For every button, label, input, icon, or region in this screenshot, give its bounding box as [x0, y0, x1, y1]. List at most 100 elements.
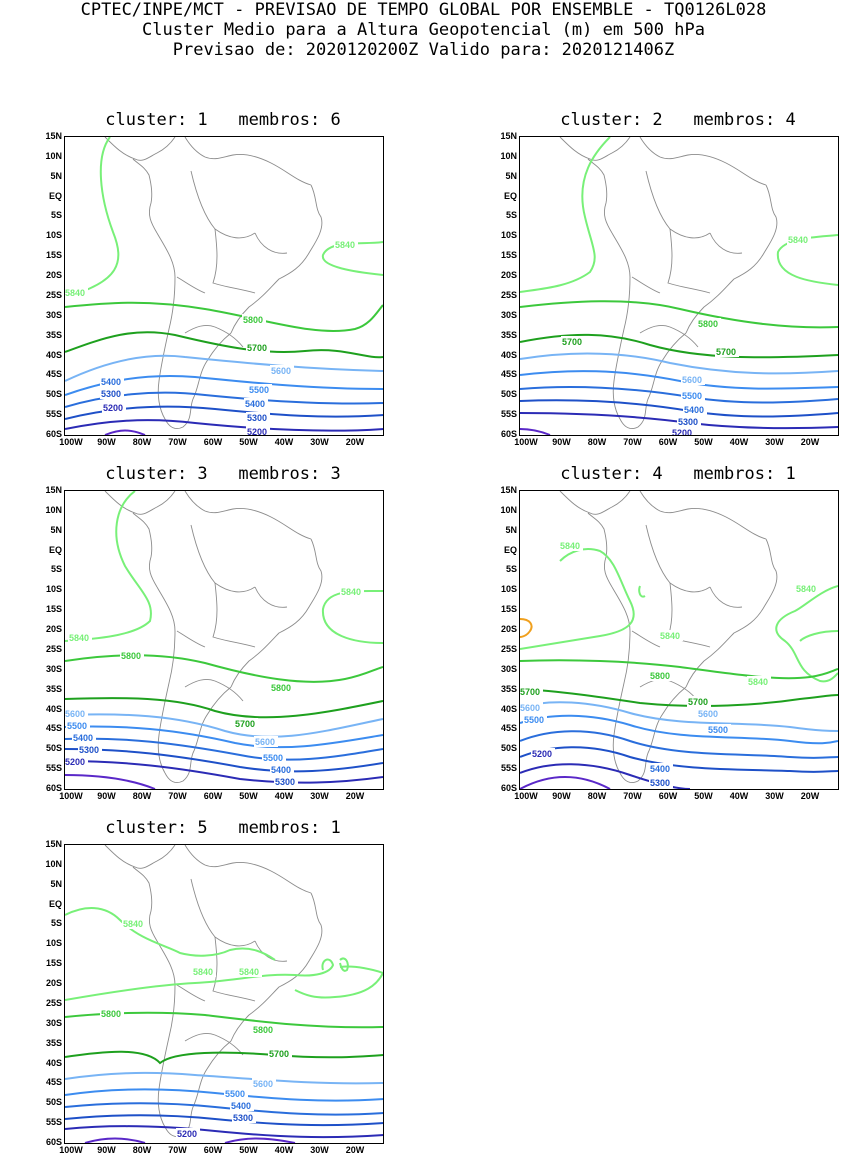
lat-tick-label: 45S [500, 723, 517, 734]
contour-line [65, 491, 152, 642]
lat-tick-label: 25S [45, 289, 62, 300]
lat-tick-label: 10S [45, 938, 62, 949]
contour-label: 5700 [688, 697, 708, 707]
header-title: CPTEC/INPE/MCT - PREVISAO DE TEMPO GLOBA… [80, 0, 767, 20]
lat-tick-label: 5N [50, 524, 62, 535]
lon-tick-label: 40W [274, 1145, 294, 1155]
lat-tick-label: 35S [500, 683, 517, 694]
contour-label-bg [72, 732, 96, 743]
lon-tick-label: 70W [168, 791, 187, 801]
contour-line [65, 1071, 383, 1085]
lon-tick-label: 60W [658, 437, 678, 447]
lat-tick-label: EQ [503, 190, 517, 201]
lat-tick-label: 15S [500, 250, 517, 261]
lat-tick-label: EQ [503, 544, 517, 555]
coastline [184, 324, 244, 348]
lat-tick-label: 35S [45, 683, 62, 694]
contour-label: 5840 [239, 967, 259, 977]
lat-tick-label: 50S [500, 743, 517, 754]
cluster-title: cluster: 3 membros: 3 [105, 464, 341, 484]
contour-label-bg [122, 918, 146, 929]
lat-tick-label: 50S [45, 743, 62, 754]
contour-line [520, 370, 838, 390]
contour-label-bg [687, 696, 711, 707]
coastline [132, 866, 158, 942]
contour-label: 5200 [247, 427, 267, 435]
lon-tick-label: 70W [168, 1145, 187, 1155]
lon-tick-label: 30W [310, 791, 329, 801]
contour-line [65, 713, 383, 738]
contour-label: 5800 [698, 319, 718, 329]
lon-tick-label: 90W [552, 437, 571, 447]
contour-label-bg [65, 287, 88, 298]
contour-label-bg [561, 336, 585, 347]
contour-line [65, 748, 383, 773]
lat-tick-label: 20S [500, 624, 517, 635]
contour-line [520, 714, 838, 745]
contour-line [65, 137, 120, 298]
lon-tick-label: 50W [694, 791, 713, 801]
cluster-title: cluster: 1 membros: 6 [105, 110, 341, 130]
contour-label: 5300 [678, 417, 698, 427]
contour-label: 5500 [682, 391, 702, 401]
coastline [212, 582, 256, 648]
contour-label: 5700 [716, 347, 736, 357]
contour-label: 5800 [650, 671, 670, 681]
contour-line [65, 958, 335, 1001]
contour-label: 5200 [177, 1129, 197, 1139]
contour-label: 5800 [101, 1009, 121, 1019]
lat-tick-label: 40S [500, 703, 517, 714]
lat-tick-label: 40S [45, 349, 62, 360]
contour-line [520, 730, 838, 759]
coastline [559, 137, 631, 161]
contour-line [65, 1102, 383, 1116]
lon-tick-label: 70W [623, 791, 642, 801]
contour-label: 5700 [562, 337, 582, 347]
coastline [559, 491, 631, 515]
coastline [639, 137, 767, 186]
lat-tick-label: 30S [500, 663, 517, 674]
lon-tick-label: 90W [97, 437, 116, 447]
contour-label-bg [274, 776, 298, 787]
lat-tick-label: 10S [45, 584, 62, 595]
contour-label-bg [224, 1088, 248, 1099]
contour-line [776, 234, 838, 286]
contour-label-bg [697, 318, 721, 329]
coastline [645, 170, 711, 239]
contour-label-bg [697, 708, 721, 719]
contour-label-bg [787, 234, 811, 245]
contour-label-bg [677, 416, 701, 427]
contour-label-bg [232, 1112, 256, 1123]
lat-tick-label: 10N [45, 858, 62, 869]
lon-tick-label: 100W [59, 437, 83, 447]
lat-tick-label: 15S [45, 250, 62, 261]
contour-label-bg [659, 630, 683, 641]
contour-label: 5840 [65, 288, 85, 298]
lat-tick-label: 15N [45, 131, 62, 141]
lon-tick-label: 80W [587, 437, 607, 447]
contour-label-bg [262, 752, 286, 763]
lon-tick-label: 60W [658, 791, 678, 801]
contour-label-bg [68, 632, 92, 643]
contour-label-bg [559, 540, 583, 551]
contour-line [520, 763, 691, 789]
lon-tick-label: 60W [203, 791, 223, 801]
contour-label-bg [234, 718, 258, 729]
contour-label-bg [246, 412, 270, 423]
lat-tick-label: 45S [45, 723, 62, 734]
coastline [631, 276, 661, 294]
contour-line [520, 333, 838, 359]
lon-tick-label: 50W [239, 437, 258, 447]
coastline [190, 878, 256, 947]
map-plot: 5840 5840 5800 5800 5700 5600 5600 5500 5500 5400… [64, 490, 384, 790]
contour-label: 5300 [650, 778, 670, 788]
contour-label-bg [120, 650, 144, 661]
coastline [104, 491, 176, 515]
lat-tick-label: 60S [45, 1137, 62, 1147]
contour-label-bg [254, 736, 278, 747]
contour-line [520, 352, 838, 375]
coastline [619, 686, 687, 784]
lon-tick-label: 70W [623, 437, 642, 447]
contour-label-bg [681, 374, 705, 385]
contour-label-bg [78, 744, 102, 755]
